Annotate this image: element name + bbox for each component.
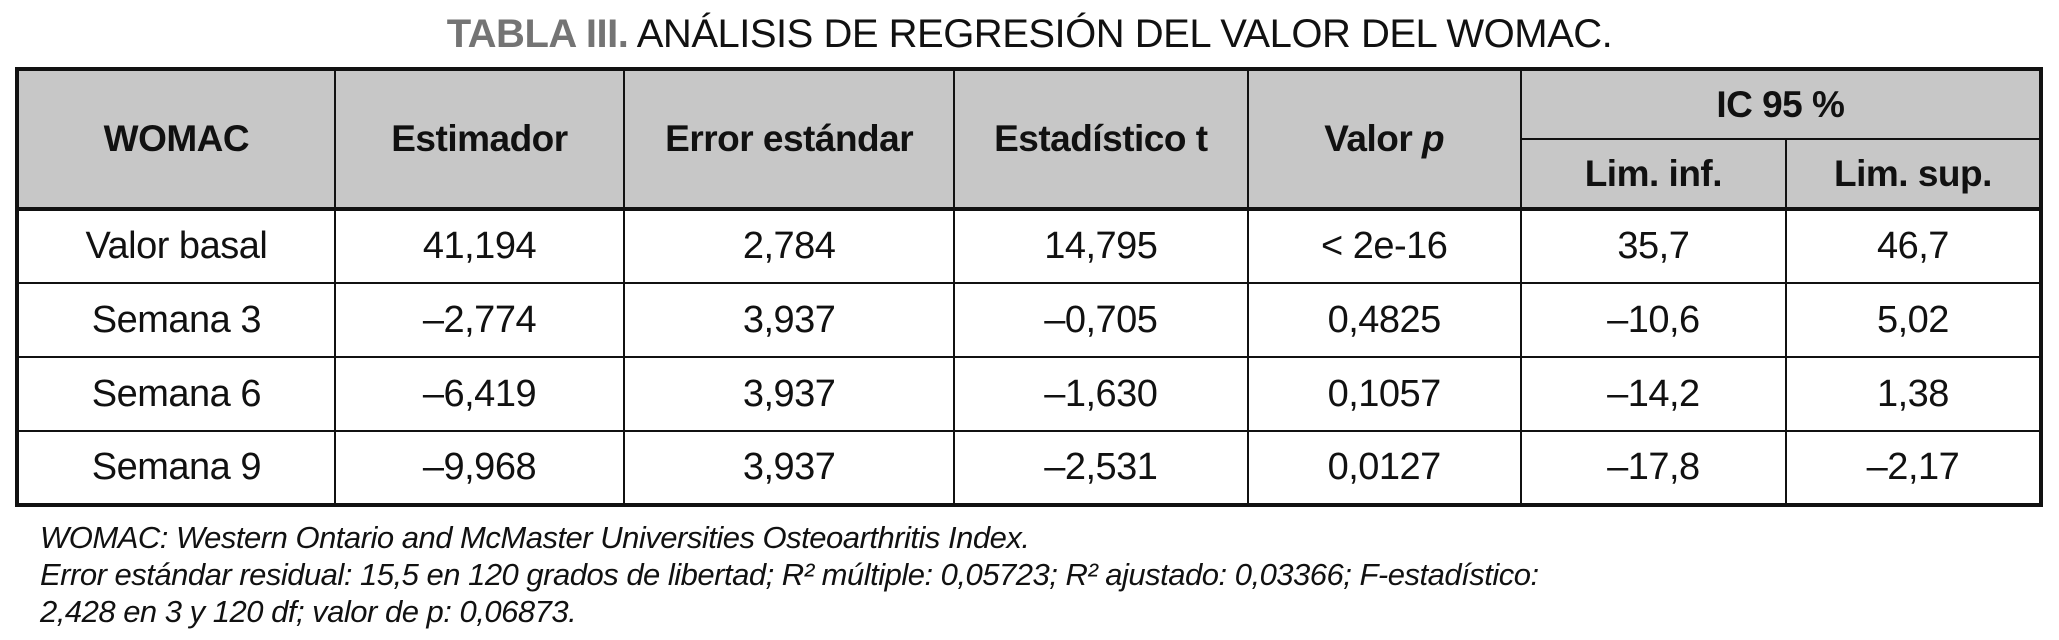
cell-lim-inf: –14,2 [1519, 356, 1787, 432]
table-title-text: ANÁLISIS DE REGRESIÓN DEL VALOR DEL WOMA… [628, 12, 1613, 56]
cell-lim-sup: –2,17 [1784, 430, 2043, 506]
cell-estadistico-t: –2,531 [953, 430, 1249, 506]
table-title: TABLA III. ANÁLISIS DE REGRESIÓN DEL VAL… [0, 0, 2059, 57]
table-title-label: TABLA III. [446, 12, 629, 56]
cell-lim-sup: 1,38 [1784, 356, 2043, 432]
header-valor-p: Valor p [1246, 68, 1522, 211]
cell-estadistico-t: –1,630 [953, 356, 1249, 432]
cell-error-estandar: 3,937 [623, 356, 956, 432]
table-footnotes: WOMAC: Western Ontario and McMaster Univ… [40, 519, 2059, 630]
cell-womac: Valor basal [16, 208, 336, 284]
table-row-valor-basal: Valor basal 41,194 2,784 14,795 < 2e-16 … [16, 208, 2043, 284]
cell-womac: Semana 6 [16, 356, 336, 432]
cell-estimador: 41,194 [333, 208, 626, 284]
footnote-line-3: 2,428 en 3 y 120 df; valor de p: 0,06873… [40, 594, 577, 629]
cell-valor-p: < 2e-16 [1246, 208, 1522, 284]
header-valor-p-prefix: Valor [1324, 118, 1413, 159]
table-row-semana-6: Semana 6 –6,419 3,937 –1,630 0,1057 –14,… [16, 356, 2043, 432]
cell-lim-inf: 35,7 [1519, 208, 1787, 284]
cell-estimador: –9,968 [333, 430, 626, 506]
table-row-semana-3: Semana 3 –2,774 3,937 –0,705 0,4825 –10,… [16, 282, 2043, 358]
header-lim-inf: Lim. inf. [1519, 138, 1787, 211]
header-ic95-group: IC 95 % [1519, 68, 2043, 140]
cell-lim-sup: 5,02 [1784, 282, 2043, 358]
cell-estimador: –2,774 [333, 282, 626, 358]
header-estadistico-t: Estadístico t [953, 68, 1249, 211]
header-lim-sup: Lim. sup. [1784, 138, 2043, 211]
regression-table: WOMAC Estimador Error estándar Estadísti… [15, 67, 2043, 507]
header-valor-p-symbol: p [1422, 118, 1445, 159]
cell-lim-sup: 46,7 [1784, 208, 2043, 284]
header-error-estandar: Error estándar [623, 68, 956, 211]
cell-valor-p: 0,0127 [1246, 430, 1522, 506]
cell-lim-inf: –17,8 [1519, 430, 1787, 506]
cell-womac: Semana 9 [16, 430, 336, 506]
footnote-line-1: WOMAC: Western Ontario and McMaster Univ… [40, 520, 1030, 555]
header-womac: WOMAC [16, 68, 336, 211]
cell-error-estandar: 3,937 [623, 282, 956, 358]
table-row-semana-9: Semana 9 –9,968 3,937 –2,531 0,0127 –17,… [16, 430, 2043, 506]
header-row-sub: Lim. inf. Lim. sup. [17, 138, 2043, 211]
cell-estimador: –6,419 [333, 356, 626, 432]
cell-error-estandar: 3,937 [623, 430, 956, 506]
cell-womac: Semana 3 [16, 282, 336, 358]
cell-estadistico-t: 14,795 [953, 208, 1249, 284]
cell-valor-p: 0,4825 [1246, 282, 1522, 358]
footnote-line-2: Error estándar residual: 15,5 en 120 gra… [40, 557, 1539, 592]
header-estimador: Estimador [333, 68, 626, 211]
cell-estadistico-t: –0,705 [953, 282, 1249, 358]
cell-valor-p: 0,1057 [1246, 356, 1522, 432]
cell-error-estandar: 2,784 [623, 208, 956, 284]
cell-lim-inf: –10,6 [1519, 282, 1787, 358]
header-row-top: WOMAC Estimador Error estándar Estadísti… [16, 68, 2043, 211]
